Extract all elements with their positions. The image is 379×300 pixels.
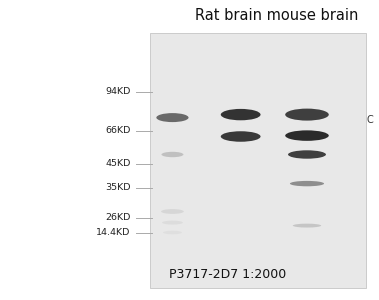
Ellipse shape [293, 224, 321, 228]
Text: P3717-2D7 1:2000: P3717-2D7 1:2000 [169, 268, 286, 281]
Ellipse shape [161, 209, 184, 214]
Text: 35KD: 35KD [105, 183, 131, 192]
Text: 14.4KD: 14.4KD [96, 228, 131, 237]
Ellipse shape [156, 113, 189, 122]
Ellipse shape [290, 181, 324, 186]
Text: 26KD: 26KD [105, 213, 131, 222]
Text: 66KD: 66KD [105, 126, 131, 135]
Ellipse shape [285, 130, 329, 141]
FancyBboxPatch shape [150, 33, 366, 288]
Ellipse shape [221, 109, 261, 120]
Text: 45KD: 45KD [105, 159, 131, 168]
Ellipse shape [285, 109, 329, 121]
Ellipse shape [288, 150, 326, 159]
Ellipse shape [162, 220, 183, 224]
Text: Rat brain mouse brain: Rat brain mouse brain [195, 8, 359, 22]
Ellipse shape [161, 152, 183, 157]
Text: 94KD: 94KD [105, 87, 131, 96]
Ellipse shape [221, 131, 261, 142]
Ellipse shape [163, 231, 182, 234]
Text: C: C [367, 115, 374, 125]
